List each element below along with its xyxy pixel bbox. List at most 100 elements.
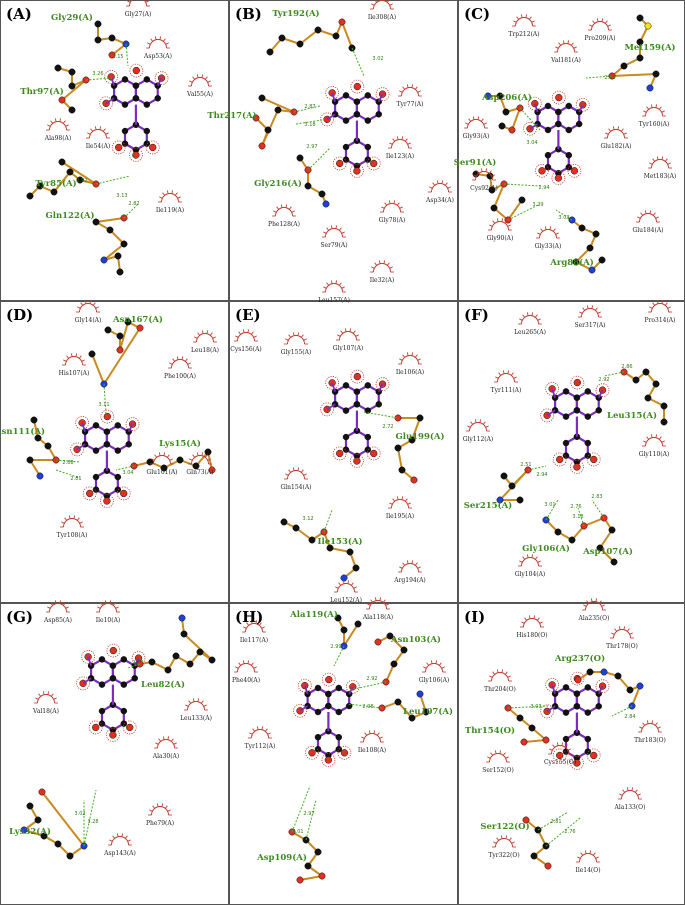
atom	[342, 407, 350, 414]
contact-halo-icon	[321, 672, 336, 687]
atom	[30, 416, 38, 424]
contact-halo-icon	[325, 85, 340, 100]
atom	[136, 324, 144, 332]
atom	[652, 70, 660, 78]
residue-label: Leu265(A)	[514, 329, 546, 336]
contact-halo-icon	[325, 375, 340, 390]
hbond-residue-label: Leu107(A)	[403, 706, 453, 717]
atom	[114, 422, 122, 429]
residue-label: Glu101(A)	[146, 469, 177, 476]
atom	[575, 120, 583, 128]
bond-distance-label: 3.29	[532, 202, 543, 208]
atom	[124, 318, 132, 326]
hydrogen-bond	[351, 47, 365, 77]
residue-label: Ala235(O)	[578, 615, 610, 622]
residue-label: Asp53(A)	[143, 53, 172, 60]
hydrophobic-contact-icon	[60, 515, 84, 528]
atom	[196, 648, 204, 656]
bond-distance-label: 2.92	[598, 377, 609, 383]
hbond-residue-label: Ile153(A)	[318, 536, 363, 547]
atom	[498, 122, 506, 130]
bond-distance-label: 2.92	[76, 178, 87, 184]
atom	[516, 496, 524, 504]
bond-distance-label: 3.11	[98, 402, 109, 408]
atom	[584, 684, 592, 691]
atom	[416, 414, 424, 422]
hbond-residue-label: Asp107(A)	[582, 546, 633, 557]
contact-halo-icon	[551, 171, 566, 185]
atom	[614, 672, 622, 680]
contact-halo-icon	[125, 417, 140, 432]
hbond-residue-label: Gly29(A)	[51, 12, 93, 23]
bond	[529, 123, 539, 130]
hbond-residue-label: Ser215(A)	[464, 500, 512, 511]
residue-bond	[95, 217, 125, 223]
atom	[590, 455, 598, 464]
contact-halo-icon	[527, 96, 542, 111]
residue-label: Glu184(A)	[632, 227, 663, 234]
contact-halo-icon	[154, 71, 169, 86]
atom	[416, 690, 424, 698]
residue-label: Thr204(O)	[484, 686, 516, 693]
hydrophobic-contact-icon	[34, 691, 58, 704]
contact-halo-icon	[595, 383, 610, 398]
residue-label: Ile10(A)	[96, 617, 121, 624]
residue-label: Cys156(A)	[230, 346, 262, 353]
atom	[325, 690, 332, 698]
contact-halo-icon	[350, 454, 364, 468]
atom	[121, 101, 129, 108]
atom	[258, 142, 266, 150]
atom	[556, 751, 564, 760]
hydrophobic-contact-icon	[576, 850, 600, 863]
panel-a: (A)	[0, 0, 229, 301]
hbond-residue-label: Thr217(A)	[207, 110, 256, 121]
residue-label: Gln154(A)	[280, 484, 311, 491]
atom	[92, 473, 100, 481]
atom	[92, 723, 100, 732]
hydrophobic-contact-icon	[466, 419, 490, 432]
residue-label: Leu157(A)	[318, 297, 350, 304]
atom	[544, 862, 552, 870]
atom	[114, 486, 122, 493]
atom	[104, 326, 112, 334]
atom	[502, 108, 510, 116]
bond-distance-label: 2.94	[538, 185, 549, 191]
bond	[81, 422, 86, 432]
hydrophobic-contact-icon	[638, 720, 662, 733]
contact-halo-icon	[100, 494, 114, 508]
atom	[565, 102, 573, 110]
atom	[573, 759, 581, 767]
hydrophobic-contact-icon	[370, 260, 394, 273]
atom	[364, 92, 372, 99]
atom	[364, 382, 372, 389]
residue-label: Glu182(A)	[600, 143, 631, 150]
bond-distance-label: 3.04	[526, 140, 537, 146]
atom	[573, 463, 581, 471]
hydrophobic-contact-icon	[322, 280, 346, 293]
bond	[76, 443, 86, 451]
residue-bond	[103, 243, 125, 261]
hydrophobic-contact-icon	[486, 750, 510, 763]
atom	[394, 414, 402, 422]
atom	[148, 658, 156, 666]
bond	[331, 92, 336, 102]
contact-halo-icon	[586, 452, 601, 467]
atom	[516, 714, 524, 722]
residue-label: Ile123(A)	[386, 153, 414, 160]
atom	[26, 802, 34, 810]
atom	[573, 407, 581, 414]
hydrophobic-contact-icon	[388, 136, 412, 149]
atom	[595, 703, 602, 710]
atom	[36, 182, 44, 190]
atom	[116, 346, 124, 354]
bond	[546, 705, 556, 713]
hydrophobic-contact-icon	[336, 328, 360, 341]
hbond-residue-label: Ser122(O)	[480, 821, 529, 832]
residue-label: Tyr108(A)	[57, 532, 88, 539]
hydrogen-bond	[333, 645, 345, 667]
atom	[598, 256, 606, 264]
residue-label: Asp85(A)	[43, 617, 72, 624]
panel-e: (E)	[229, 301, 458, 603]
contact-halo-icon	[100, 409, 115, 424]
contact-halo-icon	[116, 486, 131, 501]
